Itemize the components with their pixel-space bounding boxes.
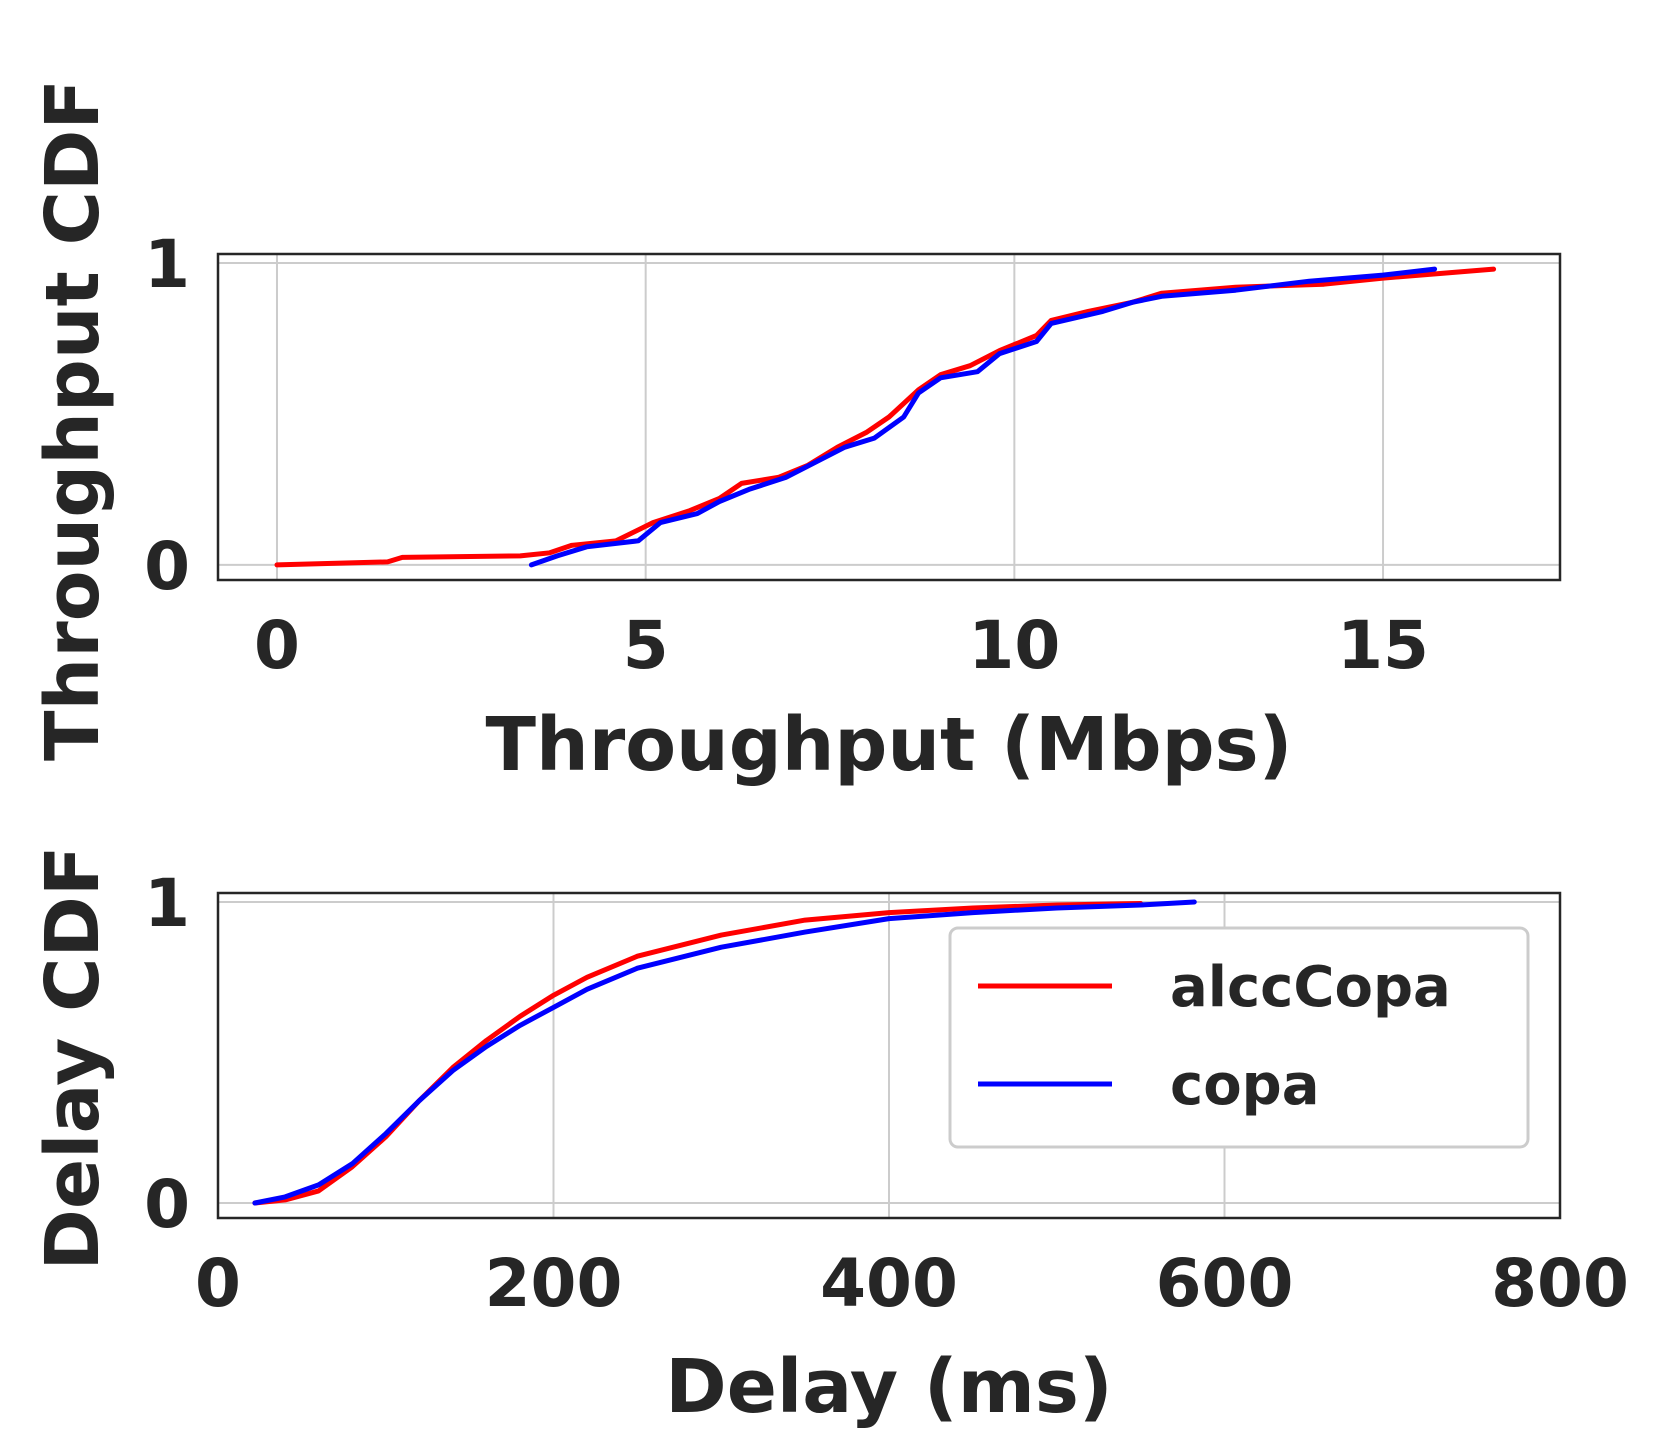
delay-cdf-panel: 0 200 400 600 800 0 1 Delay (ms) alccCopa copa [144,865,1629,1430]
grid-lines [218,254,1560,580]
throughput-cdf-panel: 0 5 10 15 0 1 Throughput (Mbps) [144,226,1562,788]
series-group [274,266,1497,568]
series-group [252,899,1197,1206]
x-tick-label: 5 [623,607,669,684]
tick-labels: 0 5 10 15 0 1 [144,226,1429,684]
plot-frame [216,891,1562,1220]
series-line-alcccopa [274,266,1497,568]
y-tick-label: 1 [144,226,190,303]
series-line-copa [528,266,1438,568]
y-axis-label-throughput: Throughput CDF [30,79,116,761]
series-line-copa [252,899,1197,1206]
x-axis-label: Throughput (Mbps) [486,702,1293,788]
y-tick-label: 0 [144,1166,190,1243]
legend-box [948,926,1530,1149]
y-tick-label: 0 [144,528,190,605]
y-tick-label: 1 [144,865,190,942]
x-tick-label: 10 [968,607,1060,684]
legend-label-alcccopa: alccCopa [1170,955,1451,1020]
legend-label-copa: copa [1170,1053,1320,1118]
grid-lines [217,893,1561,1218]
series-line-alcccopa [252,901,1144,1206]
x-tick-label: 200 [485,1245,623,1322]
x-tick-label: 0 [195,1245,241,1322]
x-tick-label: 800 [1491,1245,1629,1322]
x-tick-label: 600 [1156,1245,1294,1322]
legend: alccCopa copa [948,926,1530,1149]
y-axis-label-delay: Delay CDF [30,846,116,1271]
x-tick-label: 400 [820,1245,958,1322]
x-axis-label: Delay (ms) [665,1344,1112,1430]
x-tick-label: 0 [254,607,300,684]
tick-labels: 0 200 400 600 800 0 1 [144,865,1629,1322]
x-tick-label: 15 [1337,607,1429,684]
plot-frame [216,252,1562,582]
